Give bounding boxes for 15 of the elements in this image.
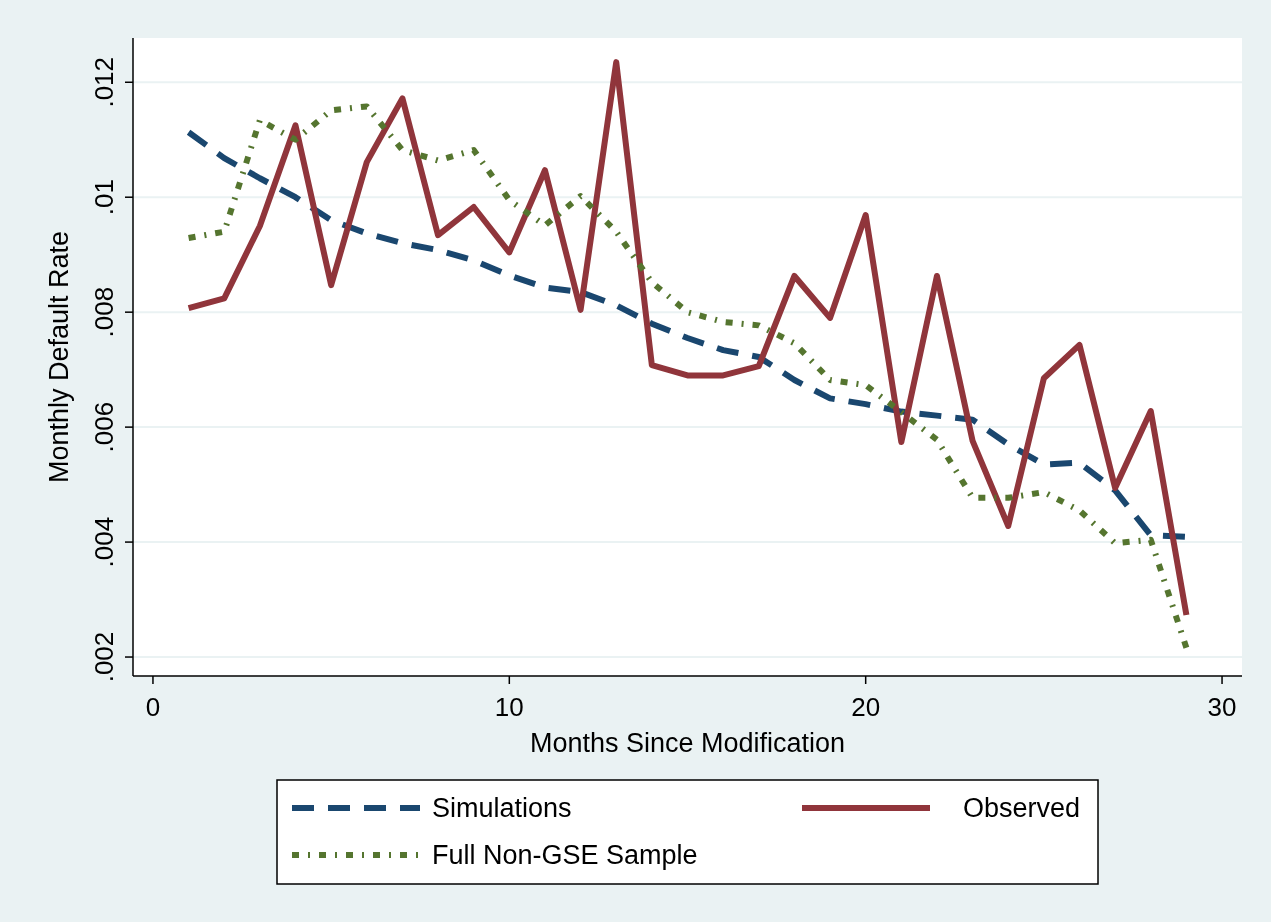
y-tick-label: .002 [89,631,119,683]
x-tick-label: 20 [851,692,881,722]
y-tick-label: .006 [89,401,119,453]
x-axis-title: Months Since Modification [529,728,846,758]
x-tick-label: 10 [494,692,524,722]
legend-label: Full Non-GSE Sample [432,840,698,870]
x-tick-label: 0 [145,692,161,722]
x-tick-label: 30 [1207,692,1237,722]
y-tick-label: .008 [89,286,119,338]
y-tick-label: .01 [89,179,119,216]
y-tick-label: .012 [89,56,119,108]
y-axis-title: Monthly Default Rate [44,230,74,484]
y-tick-label: .004 [89,516,119,568]
legend-label: Observed [962,793,1080,823]
legend-label: Simulations [432,793,572,823]
